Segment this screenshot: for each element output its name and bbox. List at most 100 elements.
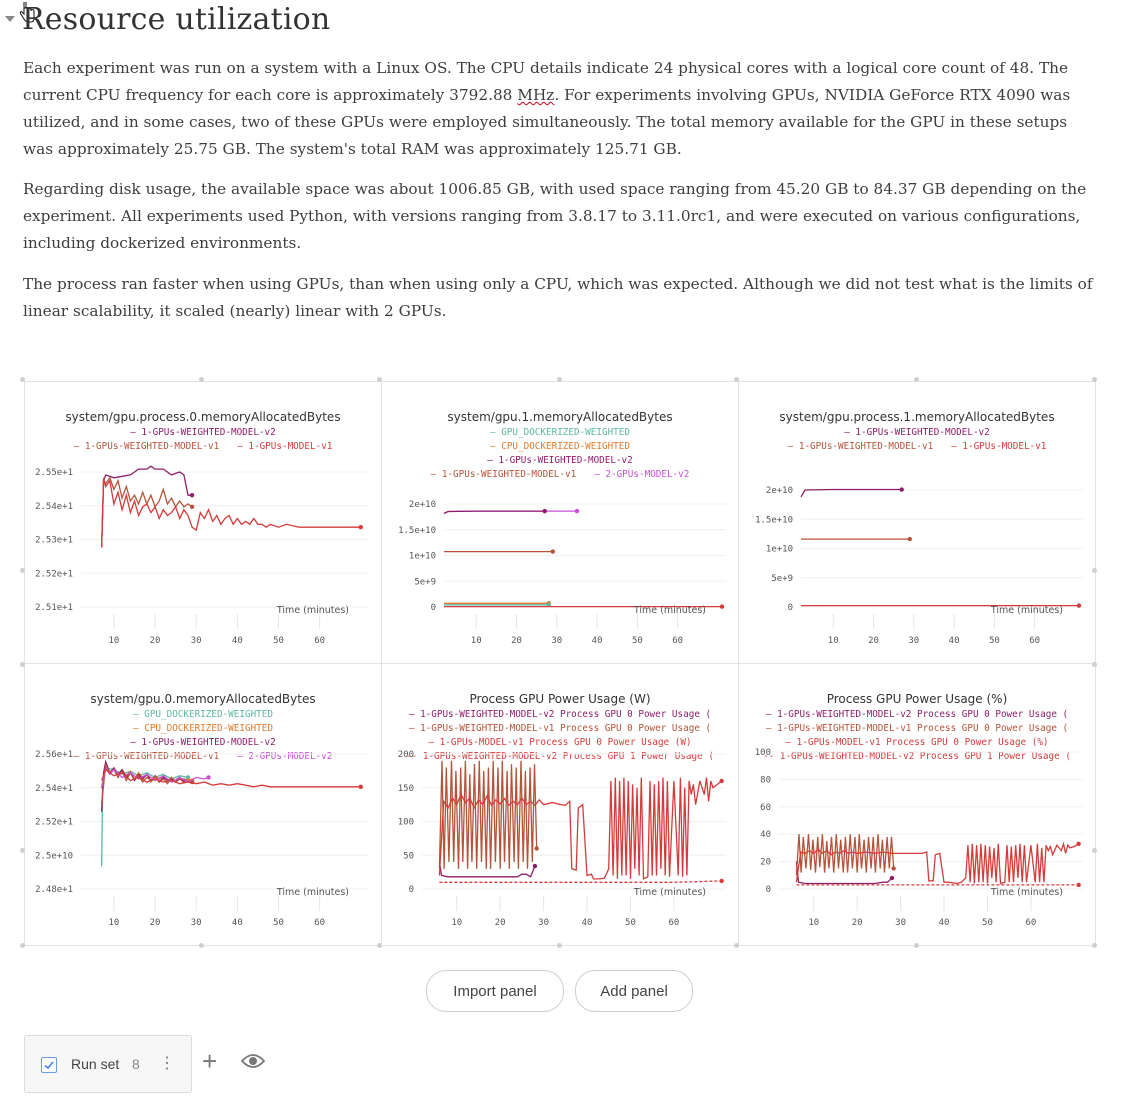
series-line[interactable] [795,841,1080,885]
legend-entry[interactable]: — 1-GPUs-WEIGHTED-MODEL-v1 [788,441,934,452]
legend-entry[interactable]: — 1-GPUs-WEIGHTED-MODEL-v2 [130,427,276,438]
series-endpoint [719,878,724,884]
chart-panel[interactable]: system/gpu.0.memoryAllocatedBytes — GPU_D… [25,664,382,946]
resize-handle[interactable] [557,943,562,948]
x-tick-label: 10 [108,918,119,928]
chart-plot[interactable]: 2.55e+1 2.54e+1 2.53e+1 2.52e+1 2.51e+1 10 20 3… [25,382,381,663]
series-line[interactable] [795,834,895,876]
legend-swatch: — [133,723,145,734]
legend-entry[interactable]: — 1-GPUs-WEIGHTED-MODEL-v1 [431,469,577,480]
series-line[interactable] [438,777,723,880]
legend-entry[interactable]: — CPU_DOCKERIZED-WEIGHTED [490,441,630,452]
legend-entry[interactable]: — CPU_DOCKERIZED-WEIGHTED [133,723,273,734]
chart-panel[interactable]: system/gpu.1.memoryAllocatedBytes — GPU_D… [382,382,739,664]
series-line[interactable] [100,476,193,548]
resize-handle[interactable] [199,377,204,382]
chart-plot[interactable]: 2e+10 1.5e+10 1e+10 5e+9 0 10 20 30 40 50 60 Time (… [382,382,738,663]
legend-entry[interactable]: — 1-GPUs-MODEL-v1 [237,441,332,452]
resize-handle[interactable] [557,377,562,382]
legend-entry[interactable]: — GPU_DOCKERIZED-WEIGHTED [490,427,630,438]
series-endpoint [1076,882,1081,888]
y-tick-label: 60 [760,803,771,813]
legend-entry[interactable]: — 1-GPUs-WEIGHTED-MODEL-v1 [74,441,220,452]
run-set-checkbox[interactable] [41,1057,57,1073]
x-tick-label: 30 [191,636,202,646]
legend-entry[interactable]: — 2-GPUs-MODEL-v2 [594,469,689,480]
legend-label: 1-GPUs-WEIGHTED-MODEL-v1 [84,751,220,762]
eye-icon[interactable] [240,1052,266,1070]
resize-handle[interactable] [20,943,25,948]
legend-entry[interactable]: — 1-GPUs-WEIGHTED-MODEL-v1 Process GPU 0… [409,723,711,734]
resize-handle[interactable] [1092,377,1097,382]
resize-handle[interactable] [20,568,25,573]
series-line[interactable] [100,767,189,867]
legend-swatch: — [787,441,799,452]
resize-handle[interactable] [1092,568,1097,573]
resize-handle[interactable] [734,377,739,382]
series-line[interactable] [439,880,722,883]
y-tick-label: 1.5e+10 [398,526,436,536]
series-line[interactable] [100,766,209,789]
series-line[interactable] [438,861,536,878]
resize-handle[interactable] [1092,662,1097,667]
legend-entry[interactable]: — 2-GPUs-MODEL-v2 [237,751,332,762]
legend-entry[interactable]: -- 1-GPUs-WEIGHTED-MODEL-v2 Process GPU … [406,751,714,762]
series-line[interactable] [795,861,893,885]
legend-entry[interactable]: — 1-GPUs-WEIGHTED-MODEL-v2 [130,737,276,748]
x-tick-label: 10 [471,636,482,646]
legend-entry[interactable]: — 1-GPUs-WEIGHTED-MODEL-v1 Process GPU 0… [766,723,1068,734]
chart-plot[interactable]: 200 150 100 50 0 10 20 30 40 50 60 Time (minutes) [382,664,738,945]
series-line[interactable] [100,465,193,548]
legend-entry[interactable]: — 1-GPUs-MODEL-v1 [951,441,1046,452]
legend-label: 1-GPUs-WEIGHTED-MODEL-v2 Process GPU 0 P… [420,709,712,720]
series-endpoint [542,508,547,514]
legend-entry[interactable]: -- 1-GPUs-WEIGHTED-MODEL-v2 Process GPU … [763,751,1071,762]
legend-entry[interactable]: — 1-GPUs-WEIGHTED-MODEL-v1 [74,751,220,762]
more-options-icon[interactable]: ⋮ [159,1055,175,1072]
legend-label: 1-GPUs-WEIGHTED-MODEL-v1 [798,441,934,452]
resize-handle[interactable] [20,377,25,382]
series-line[interactable] [800,488,902,498]
legend-entry[interactable]: — GPU_DOCKERIZED-WEIGHTED [133,709,273,720]
add-run-set-icon[interactable]: + [202,1046,218,1076]
section-collapse-caret-icon[interactable] [5,16,15,22]
y-tick-label: 2.54e+1 [35,784,73,794]
series-line[interactable] [100,768,361,788]
series-line[interactable] [100,477,361,548]
series-line[interactable] [438,760,538,869]
resize-handle[interactable] [377,943,382,948]
chart-title: system/gpu.process.1.memoryAllocatedByte… [779,410,1055,424]
legend-entry[interactable]: — 1-GPUs-MODEL-v1 Process GPU 0 Power Us… [785,737,1048,748]
resize-handle[interactable] [199,943,204,948]
series-line[interactable] [443,510,545,514]
resize-handle[interactable] [20,662,25,667]
y-tick-label: 2.52e+1 [35,818,73,828]
chart-panel[interactable]: Process GPU Power Usage (W) — 1-GPUs-WEIG… [382,664,739,946]
resize-handle[interactable] [377,377,382,382]
legend-entry[interactable]: — 1-GPUs-WEIGHTED-MODEL-v2 [844,427,990,438]
resize-handle[interactable] [20,848,25,853]
legend-entry[interactable]: — 1-GPUs-WEIGHTED-MODEL-v2 [487,455,633,466]
chart-plot[interactable]: 2e+10 1.5e+10 1e+10 5e+9 0 10 20 30 40 50 60 Time (… [739,382,1095,663]
chart-title: system/gpu.0.memoryAllocatedBytes [90,692,316,706]
y-tick-label: 2.5e+10 [35,851,73,861]
legend-entry[interactable]: — 1-GPUs-MODEL-v1 Process GPU 0 Power Us… [428,737,691,748]
add-panel-button[interactable]: Add panel [575,970,693,1012]
resize-handle[interactable] [1092,943,1097,948]
y-tick-label: 0 [409,885,414,895]
run-set-card[interactable]: Run set 8 ⋮ [24,1035,192,1093]
import-panel-button[interactable]: Import panel [426,970,564,1012]
legend-entry[interactable]: — 1-GPUs-WEIGHTED-MODEL-v2 Process GPU 0… [766,709,1068,720]
chart-plot[interactable]: 100 80 60 40 20 0 10 20 30 40 50 60 Time (minutes) [739,664,1095,945]
resize-handle[interactable] [734,943,739,948]
resize-handle[interactable] [914,377,919,382]
chart-panel[interactable]: system/gpu.process.1.memoryAllocatedByte… [739,382,1095,664]
spellcheck-flagged-word[interactable]: MHz [517,86,555,104]
resize-handle[interactable] [1092,848,1097,853]
chart-panel[interactable]: Process GPU Power Usage (%) — 1-GPUs-WEIG… [739,664,1095,946]
resize-handle[interactable] [914,943,919,948]
legend-entry[interactable]: — 1-GPUs-WEIGHTED-MODEL-v2 Process GPU 0… [409,709,711,720]
chart-plot[interactable]: 2.56e+1 2.54e+1 2.52e+1 2.5e+10 2.48e+1 10 20 3… [25,664,381,945]
paragraph-text: . For experiments involving GPUs, NVIDIA… [23,86,1071,158]
chart-panel[interactable]: system/gpu.process.0.memoryAllocatedByte… [25,382,382,664]
